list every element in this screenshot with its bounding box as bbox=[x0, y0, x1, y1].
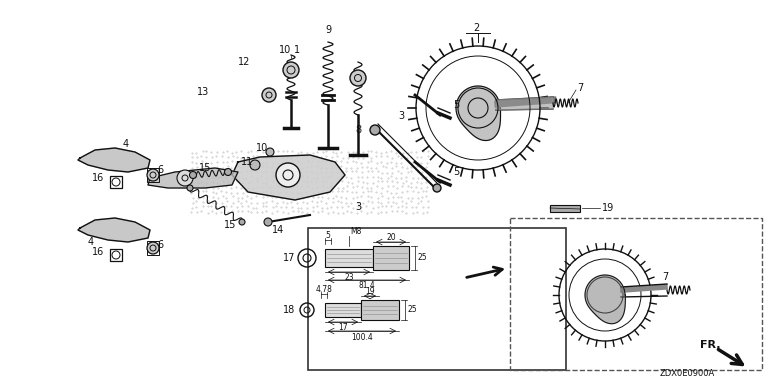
Text: 9: 9 bbox=[325, 25, 331, 35]
Circle shape bbox=[239, 219, 245, 225]
Text: 4: 4 bbox=[123, 139, 129, 149]
Circle shape bbox=[224, 169, 231, 175]
Bar bbox=[361, 300, 399, 320]
Bar bbox=[308, 228, 566, 370]
Text: 25: 25 bbox=[408, 306, 418, 314]
Text: 23: 23 bbox=[344, 273, 354, 281]
Circle shape bbox=[266, 148, 274, 156]
Text: 25: 25 bbox=[418, 253, 428, 263]
Text: 16: 16 bbox=[91, 247, 104, 257]
Circle shape bbox=[283, 62, 299, 78]
Circle shape bbox=[147, 169, 159, 181]
Text: 20: 20 bbox=[386, 232, 396, 242]
Text: 16: 16 bbox=[91, 173, 104, 183]
Text: 7: 7 bbox=[577, 83, 583, 93]
Circle shape bbox=[433, 184, 441, 192]
Circle shape bbox=[350, 70, 366, 86]
Text: 12: 12 bbox=[238, 57, 250, 67]
Text: 6: 6 bbox=[157, 165, 163, 175]
Text: 3: 3 bbox=[355, 202, 361, 212]
Bar bbox=[110, 249, 122, 261]
Polygon shape bbox=[78, 148, 150, 172]
Text: 17: 17 bbox=[338, 323, 348, 333]
Text: 14: 14 bbox=[272, 225, 284, 235]
Text: 18: 18 bbox=[283, 305, 295, 315]
Text: 8: 8 bbox=[355, 125, 361, 135]
Text: 3: 3 bbox=[398, 111, 404, 121]
Text: 19: 19 bbox=[366, 286, 375, 296]
Circle shape bbox=[264, 218, 272, 226]
Text: 17: 17 bbox=[283, 253, 295, 263]
Polygon shape bbox=[585, 275, 625, 324]
Circle shape bbox=[190, 172, 197, 179]
Polygon shape bbox=[78, 218, 150, 242]
Text: 1: 1 bbox=[294, 45, 300, 55]
Circle shape bbox=[370, 125, 380, 135]
Circle shape bbox=[276, 163, 300, 187]
Text: ZDX0E0900A: ZDX0E0900A bbox=[660, 369, 715, 377]
Text: 19: 19 bbox=[602, 203, 614, 213]
Text: 5: 5 bbox=[326, 230, 330, 240]
Text: 15: 15 bbox=[223, 220, 237, 230]
Text: 10: 10 bbox=[256, 143, 268, 153]
Text: 5: 5 bbox=[453, 100, 459, 110]
Bar bbox=[110, 176, 122, 188]
Text: 11: 11 bbox=[240, 157, 253, 167]
Text: 10: 10 bbox=[279, 45, 291, 55]
Circle shape bbox=[177, 170, 193, 186]
Polygon shape bbox=[456, 86, 501, 141]
Text: 7: 7 bbox=[662, 272, 668, 282]
Bar bbox=[147, 241, 159, 255]
Text: 13: 13 bbox=[197, 87, 209, 97]
Circle shape bbox=[262, 88, 276, 102]
Text: 81.4: 81.4 bbox=[359, 281, 376, 291]
Bar bbox=[147, 168, 159, 182]
Bar bbox=[550, 205, 580, 212]
Text: 4: 4 bbox=[88, 237, 94, 247]
Bar bbox=[373, 246, 409, 270]
Bar bbox=[325, 249, 373, 267]
Text: 15: 15 bbox=[199, 163, 211, 173]
Circle shape bbox=[187, 185, 193, 191]
Circle shape bbox=[250, 160, 260, 170]
Text: 4.78: 4.78 bbox=[316, 285, 333, 293]
Bar bbox=[325, 303, 361, 317]
Circle shape bbox=[147, 242, 159, 254]
Polygon shape bbox=[496, 97, 553, 110]
Text: 5: 5 bbox=[453, 167, 459, 177]
Text: M8: M8 bbox=[350, 227, 362, 237]
Bar bbox=[510, 218, 762, 370]
Text: FR.: FR. bbox=[700, 340, 720, 350]
Polygon shape bbox=[148, 168, 238, 188]
Text: 2: 2 bbox=[473, 23, 479, 33]
Polygon shape bbox=[232, 155, 345, 200]
Text: 100.4: 100.4 bbox=[351, 333, 373, 341]
Text: 6: 6 bbox=[157, 240, 163, 250]
